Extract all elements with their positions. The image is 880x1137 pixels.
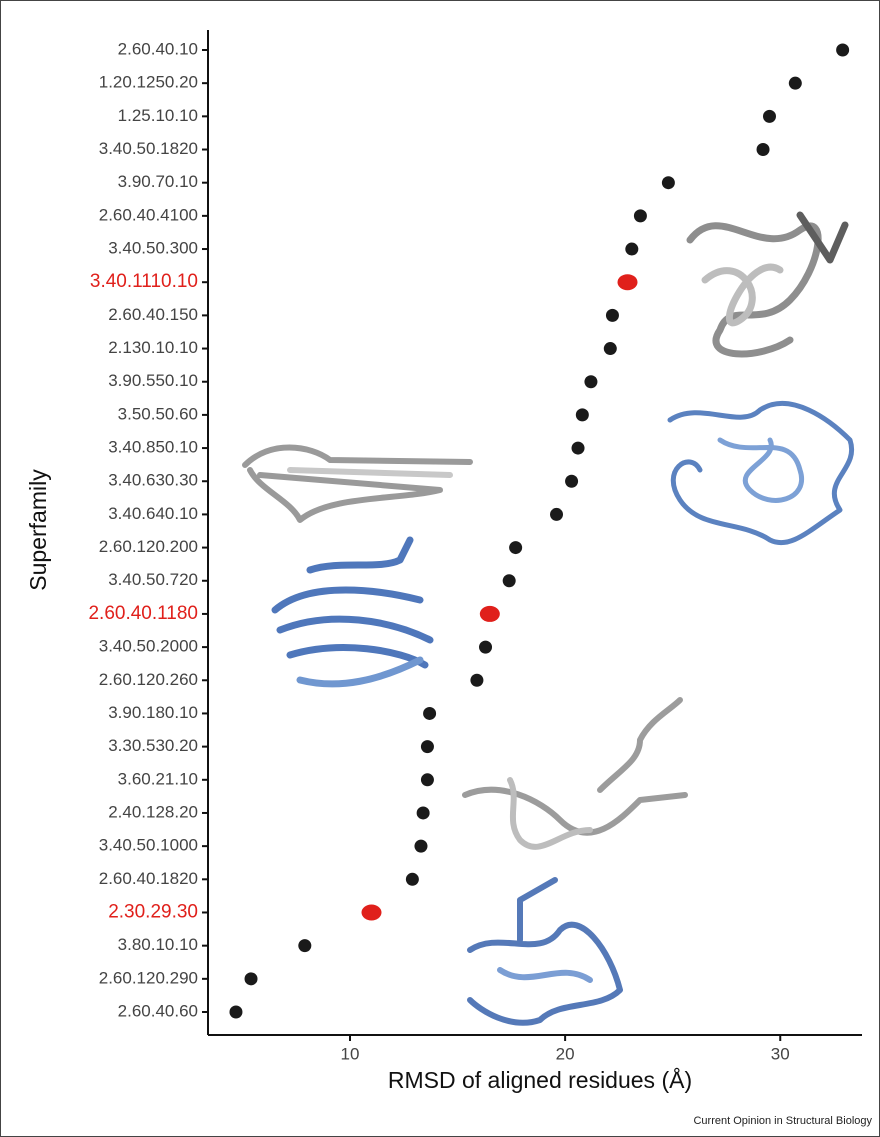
y-tick-label: 2.40.128.20 (108, 802, 198, 821)
frame (1, 1, 880, 1137)
dot (763, 110, 776, 123)
x-tick-label: 10 (341, 1044, 360, 1063)
dot (565, 475, 578, 488)
y-tick-label: 3.30.530.20 (108, 736, 198, 755)
dot (606, 309, 619, 322)
y-tick-label: 2.60.40.1820 (99, 869, 198, 888)
dot (245, 972, 258, 985)
dot (634, 209, 647, 222)
dot (625, 243, 638, 256)
y-tick-label: 3.90.70.10 (118, 172, 198, 191)
y-tick-label: 1.20.1250.20 (99, 73, 198, 92)
x-axis-label: RMSD of aligned residues (Å) (388, 1066, 692, 1093)
dot (423, 707, 436, 720)
dot (509, 541, 522, 554)
dot (789, 77, 802, 90)
y-tick-label: 3.90.550.10 (108, 371, 198, 390)
page: {"chart_data": {"type": "dot", "x_label"… (0, 0, 880, 1137)
dot (470, 674, 483, 687)
dot (584, 375, 597, 388)
x-tick-label: 30 (771, 1044, 790, 1063)
dot (572, 442, 585, 455)
y-axis-label: Superfamily (25, 469, 51, 591)
y-tick-label: 2.130.10.10 (108, 338, 198, 357)
dot (417, 806, 430, 819)
y-tick-label: 3.80.10.10 (118, 935, 198, 954)
dot (757, 143, 770, 156)
y-tick-label: 3.40.50.300 (108, 239, 198, 258)
dot (503, 574, 516, 587)
y-tick-label: 3.40.50.720 (108, 570, 198, 589)
y-tick-label: 3.40.50.2000 (99, 637, 198, 656)
x-tick-label: 20 (556, 1044, 575, 1063)
dot (576, 408, 589, 421)
dot (479, 641, 492, 654)
dot (604, 342, 617, 355)
dot (480, 606, 500, 622)
dot (421, 773, 434, 786)
y-tick-label: 2.60.40.1180 (88, 603, 198, 624)
y-tick-label: 3.40.640.10 (108, 504, 198, 523)
y-tick-label: 2.60.120.260 (99, 670, 198, 689)
dot (618, 274, 638, 290)
y-tick-label: 2.60.40.60 (118, 1001, 198, 1020)
y-tick-label: 3.60.21.10 (118, 769, 198, 788)
dot (298, 939, 311, 952)
y-tick-label: 3.40.50.1820 (99, 139, 198, 158)
y-tick-label: 3.50.50.60 (118, 404, 198, 423)
dot (229, 1006, 242, 1019)
chart: RMSD of aligned residues (Å) Superfamily… (0, 0, 880, 1137)
y-tick-label: 2.60.40.10 (118, 39, 198, 58)
y-tick-label: 1.25.10.10 (118, 106, 198, 125)
dot (406, 873, 419, 886)
y-tick-label: 3.40.1110.10 (90, 271, 198, 292)
source-note: Current Opinion in Structural Biology (693, 1115, 872, 1127)
dot (362, 904, 382, 920)
dot (414, 840, 427, 853)
dot (662, 176, 675, 189)
dot (550, 508, 563, 521)
y-tick-label: 2.60.120.200 (99, 537, 198, 556)
y-tick-label: 3.90.180.10 (108, 703, 198, 722)
y-tick-label: 2.60.40.4100 (99, 205, 198, 224)
y-tick-label: 2.60.40.150 (108, 305, 198, 324)
y-tick-label: 3.40.850.10 (108, 438, 198, 457)
y-tick-label: 3.40.50.1000 (99, 836, 198, 855)
y-tick-label: 2.30.29.30 (108, 901, 198, 922)
dot (421, 740, 434, 753)
y-tick-label: 3.40.630.30 (108, 471, 198, 490)
dot (836, 44, 849, 57)
y-tick-label: 2.60.120.290 (99, 968, 198, 987)
